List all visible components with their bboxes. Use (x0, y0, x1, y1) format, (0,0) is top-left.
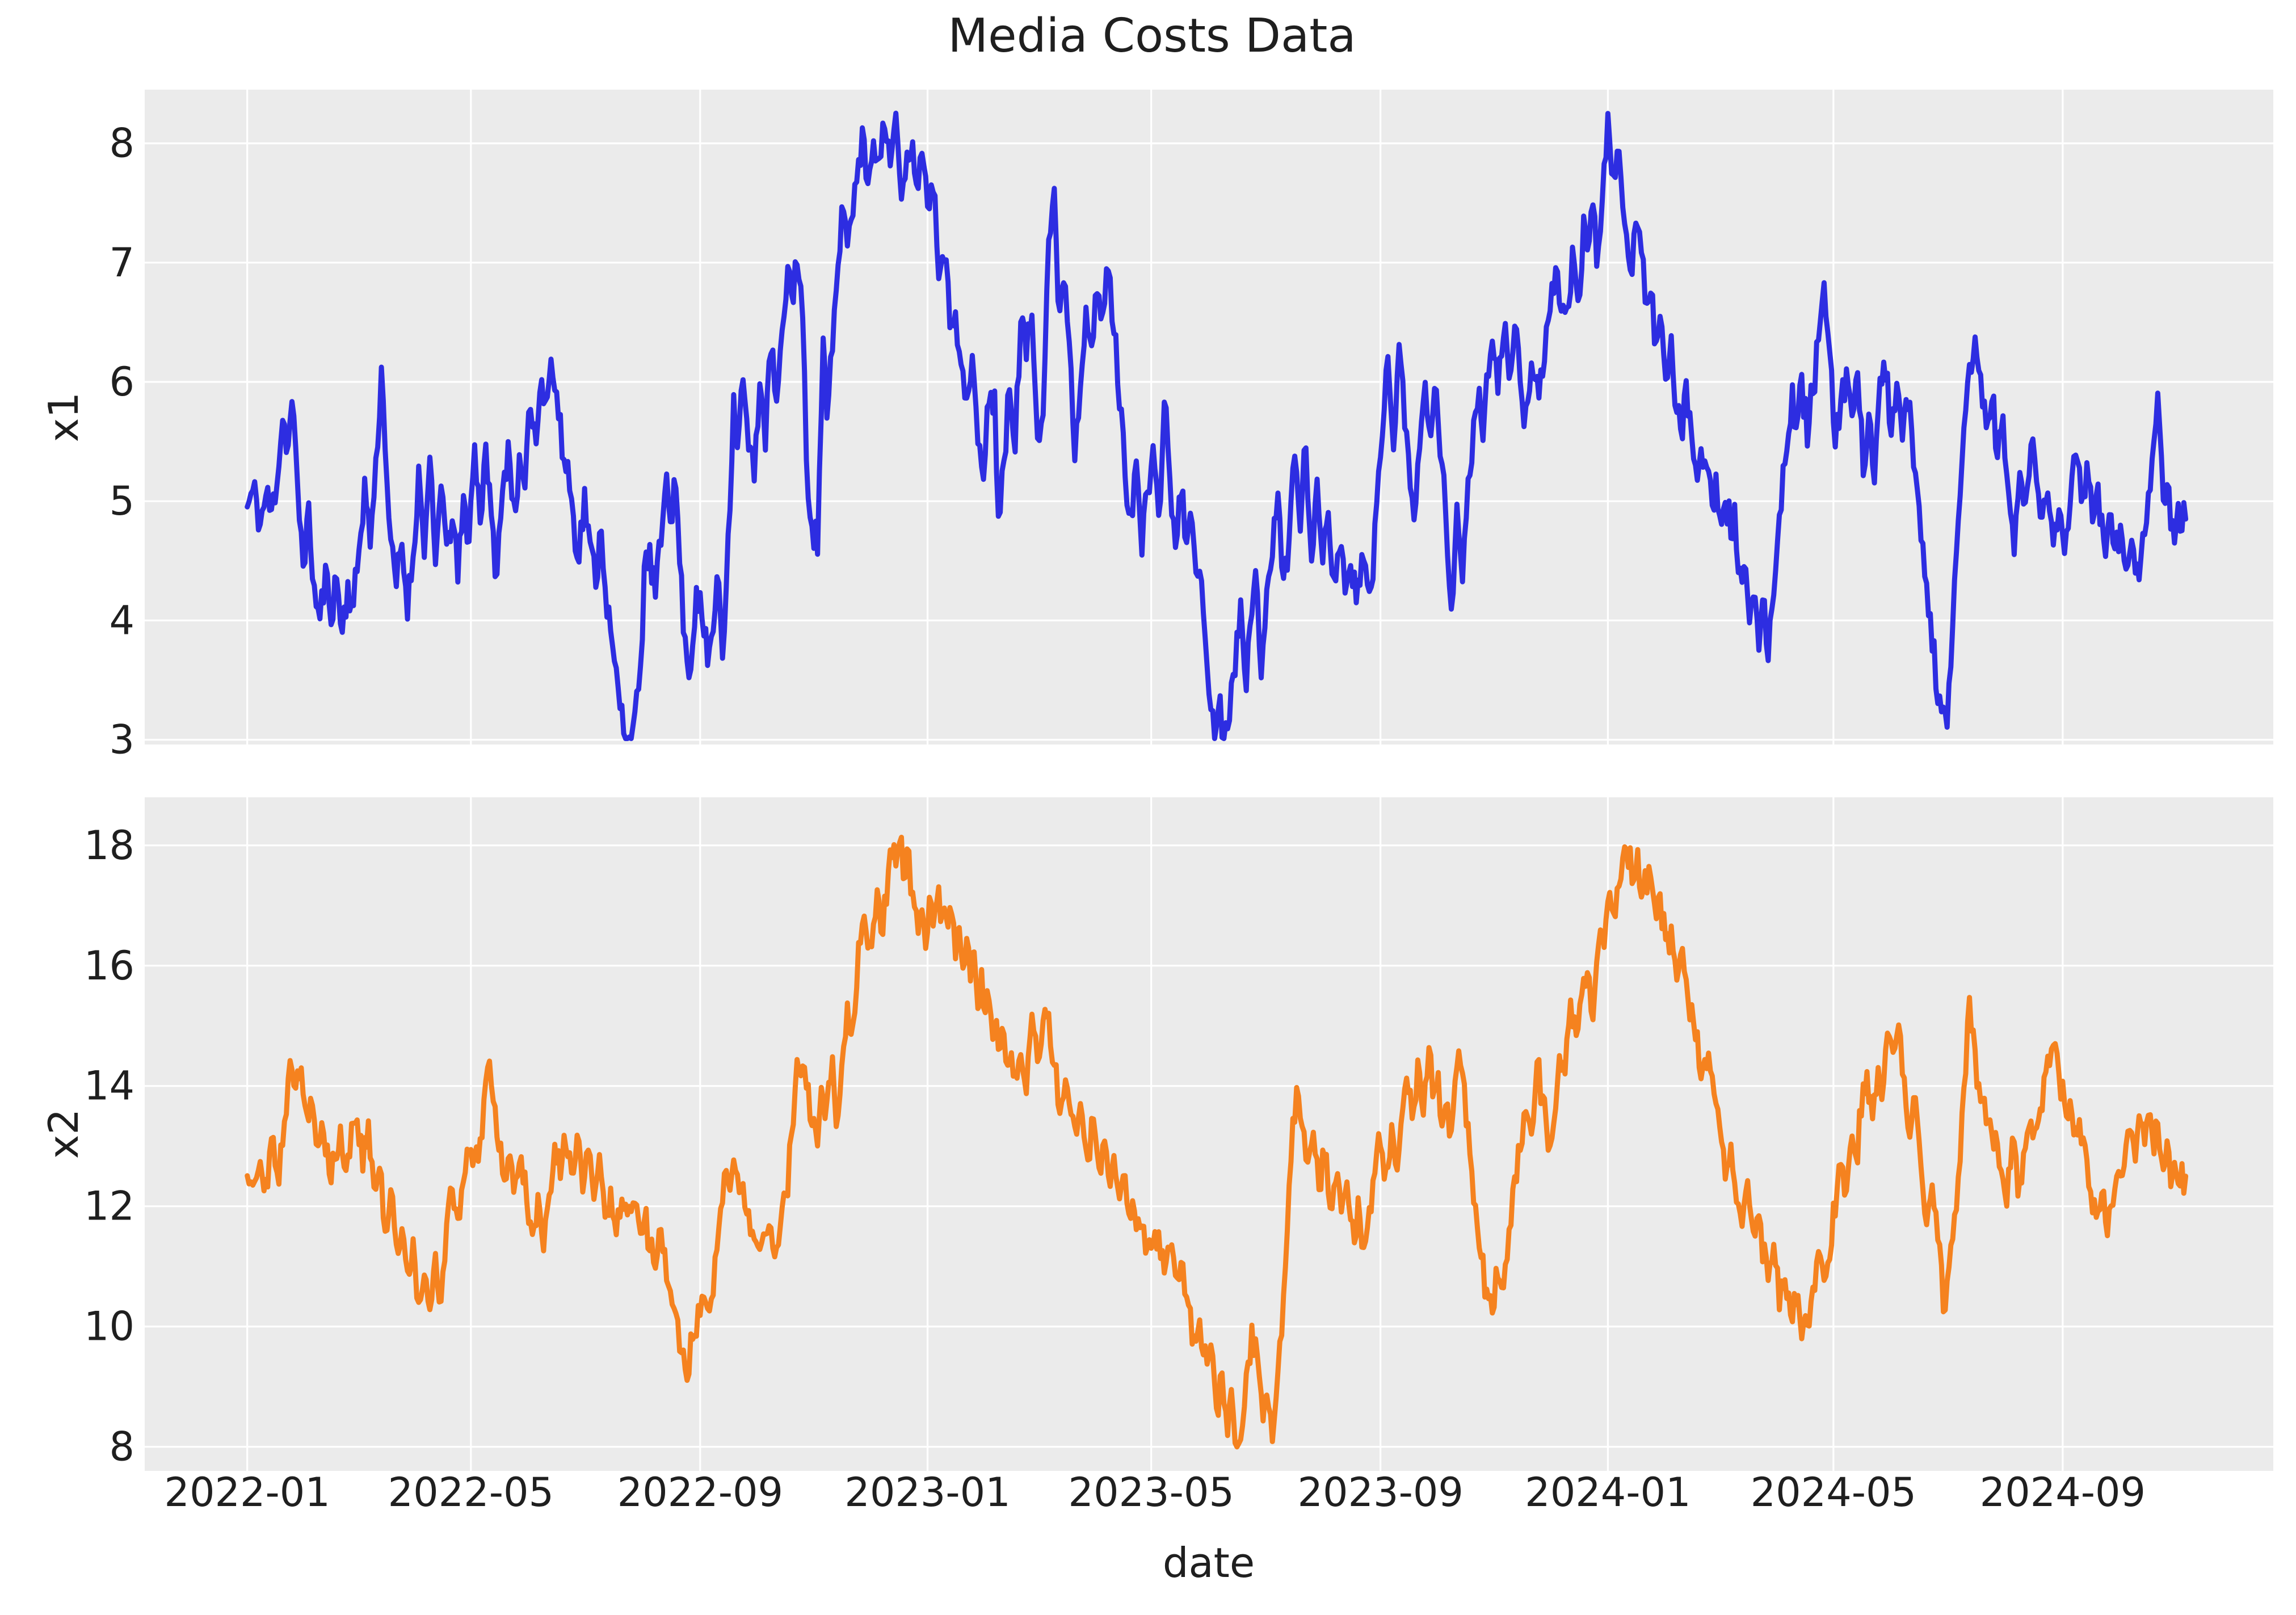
plot-area-x2 (145, 797, 2273, 1471)
y-tick-label-x2: 18 (84, 822, 134, 869)
x-tick-label: 2024-05 (1751, 1469, 1916, 1516)
x-tick-label: 2022-09 (617, 1469, 783, 1516)
y-tick-label-x2: 8 (109, 1424, 134, 1470)
y-tick-label-x2: 12 (84, 1183, 134, 1230)
x-tick-label: 2024-01 (1525, 1469, 1691, 1516)
x1-series-line (245, 111, 2189, 741)
plot-area-x1 (145, 90, 2273, 745)
y-tick-label-x2: 10 (84, 1303, 134, 1350)
x-tick-label: 2023-01 (844, 1469, 1010, 1516)
y-tick-label-x1: 4 (109, 597, 134, 644)
y-tick-label-x1: 8 (109, 120, 134, 167)
x-tick-label: 2024-09 (1980, 1469, 2146, 1516)
x-axis-label: date (1162, 1539, 1255, 1587)
y-tick-label-x1: 3 (109, 717, 134, 763)
x-tick-label: 2022-01 (164, 1469, 330, 1516)
y-tick-label-x2: 14 (84, 1063, 134, 1109)
x2-series-line (245, 835, 2189, 1450)
x-tick-label: 2022-05 (388, 1469, 554, 1516)
y-tick-label-x1: 7 (109, 239, 134, 286)
y-axis-label-x2: x2 (40, 1108, 87, 1159)
x-tick-label: 2023-09 (1297, 1469, 1463, 1516)
chart-title: Media Costs Data (948, 9, 1356, 63)
y-tick-label-x2: 16 (84, 943, 134, 989)
y-tick-label-x1: 6 (109, 359, 134, 405)
y-axis-label-x1: x1 (40, 392, 87, 443)
y-tick-label-x1: 5 (109, 478, 134, 524)
x-tick-label: 2023-05 (1068, 1469, 1234, 1516)
